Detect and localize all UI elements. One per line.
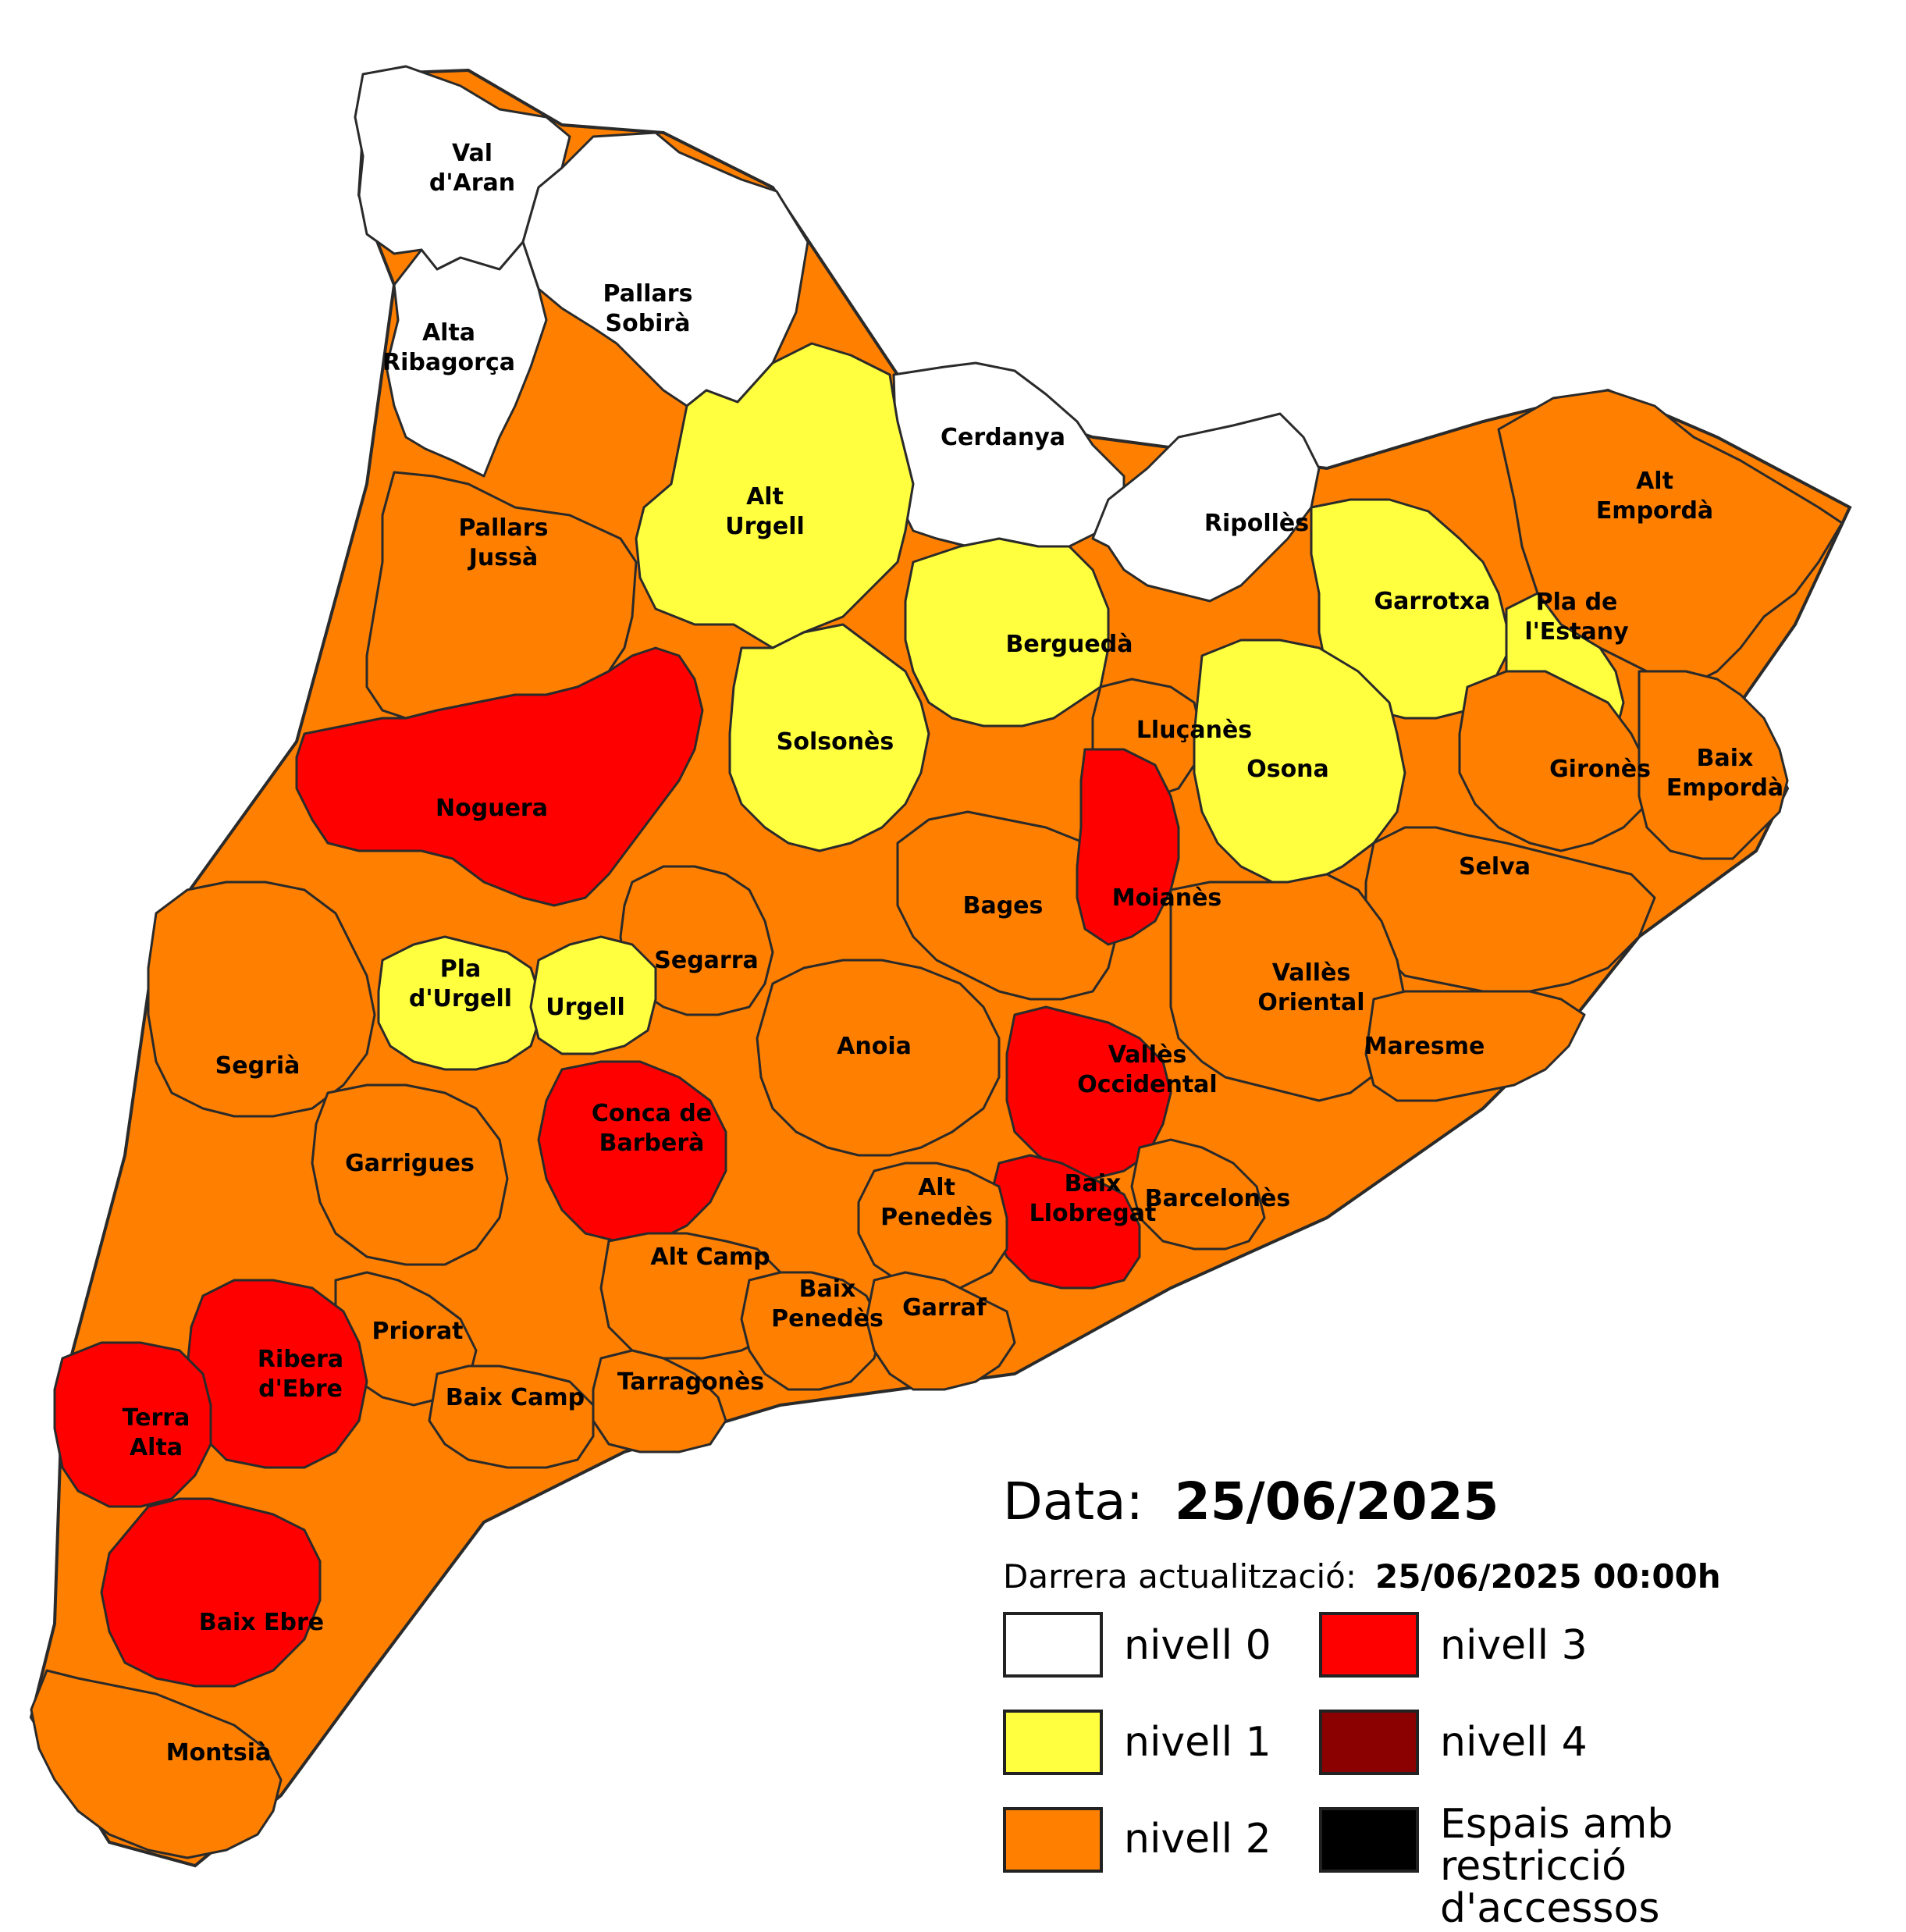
comarca-region [892, 361, 1125, 548]
comarca-label: Pallars Sobirà [603, 280, 693, 337]
comarca-label: Segarra [654, 947, 759, 974]
comarca-label: Solsonès [777, 728, 894, 756]
comarca-label: Baix Llobregat [1029, 1170, 1157, 1227]
legend-swatch-level0 [1003, 1612, 1103, 1678]
comarca-label: Alt Penedès [880, 1174, 993, 1231]
comarques-regions [29, 65, 1852, 1868]
comarca-label: Vallès Occidental [1077, 1041, 1217, 1098]
comarca-label: Gironès [1549, 756, 1651, 783]
comarca-label: Selva [1459, 853, 1531, 881]
comarca-region [529, 935, 657, 1055]
comarca-region [865, 1271, 1016, 1391]
comarca-region [537, 1060, 727, 1243]
comarca-region [904, 537, 1110, 728]
date-value: 25/06/2025 [1174, 1471, 1499, 1532]
comarca-label: Ribera d'Ebre [258, 1346, 343, 1403]
comarca-label: Ripollès [1204, 510, 1309, 537]
comarca-region [1091, 412, 1321, 603]
comarca-label: Priorat [372, 1318, 463, 1345]
comarca-label: Baix Penedès [771, 1276, 884, 1332]
comarca-region [1076, 748, 1180, 946]
comarca-label: Pla d'Urgell [409, 955, 512, 1012]
comarca-label: Maresme [1364, 1033, 1485, 1060]
comarca-label: Garrigues [345, 1150, 475, 1177]
comarca-region [385, 240, 548, 478]
legend-label-restricted: Espais amb restricció d'accessos [1440, 1801, 1673, 1932]
comarca-label: Moianès [1112, 884, 1222, 912]
comarca-region [186, 1279, 368, 1469]
legend-swatch-level3 [1319, 1612, 1419, 1678]
last-update-row: Darrera actualització: 25/06/2025 00:00h [1003, 1557, 1721, 1596]
comarca-label: Baix Camp [446, 1384, 585, 1411]
comarca-label: Baix Ebre [199, 1609, 324, 1636]
comarca-region [30, 1669, 283, 1859]
comarca-region [756, 959, 1001, 1157]
comarca-label: Conca de Barberà [592, 1100, 712, 1157]
comarca-label: Alt Empordà [1596, 468, 1713, 525]
comarca-label: Lluçanès [1136, 717, 1252, 744]
comarca-label: Bages [963, 892, 1044, 920]
comarca-label: Noguera [436, 795, 548, 822]
comarca-label: Pallars Jussà [459, 514, 549, 571]
comarca-region [295, 646, 704, 907]
comarca-region [1130, 1138, 1266, 1251]
comarca-region [377, 935, 540, 1071]
comarca-label: Segrià [215, 1052, 300, 1080]
comarca-region [1458, 670, 1648, 852]
last-update-value: 25/06/2025 00:00h [1375, 1557, 1721, 1596]
comarca-region [635, 342, 915, 649]
legend-swatch-level2 [1003, 1807, 1103, 1873]
comarca-region [53, 1341, 212, 1508]
comarca-label: Baix Empordà [1666, 745, 1783, 802]
comarca-label: Garraf [902, 1294, 987, 1322]
comarques-labels: Val d'Aran Pallars Sobirà Alta Ribagorça Cerda… [123, 140, 1784, 1767]
comarca-region [1364, 990, 1586, 1102]
comarca-region [100, 1497, 322, 1688]
comarca-region [147, 881, 376, 1118]
last-update-label: Darrera actualització: [1003, 1557, 1357, 1596]
comarca-label: Pla de l'Estany [1524, 589, 1629, 646]
comarca-region [857, 1162, 1008, 1290]
comarca-label: Cerdanya [941, 424, 1065, 451]
legend-swatch-level1 [1003, 1710, 1103, 1775]
legend-label-level2: nivell 2 [1124, 1816, 1271, 1863]
date-label: Data: [1003, 1471, 1143, 1532]
comarca-label: Barcelonès [1145, 1185, 1291, 1212]
comarca-label: Terra Alta [123, 1404, 190, 1461]
comarca-region [311, 1083, 509, 1266]
comarca-label: Vallès Oriental [1257, 959, 1364, 1016]
legend-swatch-level4 [1319, 1710, 1419, 1775]
comarca-label: Urgell [546, 994, 625, 1021]
comarca-region [896, 810, 1118, 1001]
comarca-label: Montsià [166, 1739, 272, 1767]
comarca-label: Tarragonès [617, 1368, 764, 1396]
comarca-label: Alt Camp [650, 1244, 770, 1271]
comarca-region [428, 1364, 595, 1469]
date-row: Data: 25/06/2025 [1003, 1471, 1499, 1532]
legend-label-level3: nivell 3 [1440, 1622, 1588, 1669]
comarca-label: Alt Urgell [725, 483, 805, 540]
legend-label-level4: nivell 4 [1440, 1719, 1588, 1766]
legend-swatch-restricted [1319, 1807, 1419, 1873]
legend-label-level1: nivell 1 [1124, 1719, 1271, 1766]
comarca-region [740, 1271, 884, 1391]
comarca-label: Alta Ribagorça [382, 319, 515, 376]
comarca-region [1638, 670, 1789, 860]
comarca-label: Garrotxa [1374, 588, 1490, 615]
comarca-label: Osona [1246, 756, 1329, 783]
legend-label-level0: nivell 0 [1124, 1622, 1271, 1669]
comarca-label: Berguedà [1006, 631, 1133, 658]
comarca-region [728, 623, 930, 852]
comarca-label: Anoia [837, 1033, 912, 1060]
comarca-label: Val d'Aran [429, 140, 515, 197]
